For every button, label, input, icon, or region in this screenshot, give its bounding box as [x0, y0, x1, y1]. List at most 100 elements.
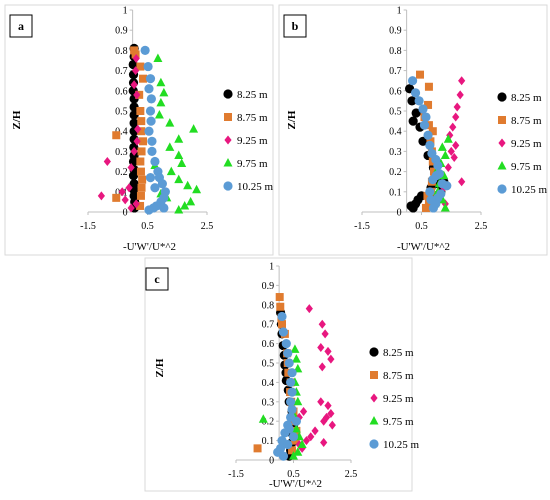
legend-marker	[223, 89, 233, 99]
series-10-25-m	[407, 76, 452, 213]
x-tick-label: 0.5	[287, 469, 300, 480]
panel-label-box	[9, 14, 33, 38]
chart-panel-a: a00.10.20.30.40.50.60.70.80.91-1.50.52.5…	[4, 4, 274, 256]
y-tick-label: 0.8	[389, 46, 402, 57]
data-point	[407, 76, 418, 86]
data-point	[283, 348, 293, 358]
data-point	[154, 110, 164, 119]
panel-label: c	[154, 272, 160, 286]
data-point	[144, 126, 154, 136]
panel-label: b	[292, 19, 299, 33]
legend-marker	[223, 158, 233, 167]
data-point	[452, 140, 460, 150]
legend-marker	[370, 393, 378, 403]
data-point	[127, 203, 135, 213]
data-point	[139, 137, 148, 146]
x-axis-label: -U'W'/U*^2	[397, 241, 450, 253]
legend-marker	[497, 161, 507, 170]
data-point	[437, 142, 447, 151]
data-point	[136, 157, 145, 166]
legend-label: 8.75 m	[511, 115, 542, 127]
y-tick-label: 0.7	[115, 66, 128, 77]
y-tick-label: 0.6	[389, 86, 402, 97]
legend-label: 9.75 m	[383, 416, 414, 428]
y-tick-label: 0.5	[389, 107, 402, 118]
data-point	[447, 146, 455, 156]
x-tick-label: -1.5	[80, 221, 96, 232]
y-tick-label: 0.1	[389, 187, 402, 198]
data-point	[284, 424, 294, 434]
data-point	[140, 45, 150, 56]
data-point	[287, 387, 297, 397]
data-point	[144, 84, 154, 94]
data-point	[132, 199, 140, 209]
legend-label: 8.25 m	[511, 92, 542, 104]
series-9-25-m	[97, 53, 142, 213]
y-axis-label: Z/H	[286, 110, 298, 129]
data-point	[145, 74, 156, 84]
data-point	[118, 187, 126, 197]
legend-label: 8.25 m	[383, 347, 414, 359]
data-point	[97, 191, 105, 201]
y-tick-label: 0.6	[262, 339, 275, 350]
legend-marker	[370, 371, 378, 379]
data-point	[426, 195, 436, 205]
data-point	[183, 180, 193, 190]
y-tick-label: 0.4	[115, 127, 128, 138]
x-tick-label: 0.5	[415, 221, 428, 232]
data-point	[133, 136, 141, 146]
data-point	[327, 354, 335, 364]
series-10-25-m	[273, 311, 301, 461]
data-point	[147, 136, 157, 146]
data-point	[408, 116, 418, 126]
data-point	[433, 160, 443, 171]
data-point	[133, 90, 141, 100]
data-point	[132, 66, 140, 76]
y-axis-label: Z/H	[154, 358, 166, 377]
data-point	[297, 439, 307, 448]
data-point	[278, 451, 289, 461]
data-point	[153, 53, 163, 62]
data-point	[253, 444, 262, 453]
data-point	[156, 97, 166, 107]
data-point	[132, 53, 140, 63]
data-point	[150, 183, 160, 193]
data-point	[449, 122, 457, 132]
data-point	[177, 158, 187, 168]
y-tick-label: 0	[123, 208, 128, 219]
data-point	[291, 423, 301, 433]
panel-label-box	[283, 14, 307, 38]
data-point	[159, 87, 169, 97]
legend-label: 10.25 m	[383, 439, 420, 451]
data-point	[287, 368, 297, 378]
legend-marker	[497, 92, 507, 102]
legend-label: 9.25 m	[383, 393, 414, 405]
legend-label: 8.75 m	[383, 370, 414, 382]
data-point	[287, 404, 297, 415]
data-point	[174, 174, 184, 184]
chart-panel-c: c 0 0.1 0.2 0.3 0.4 0.5 0.6 0.7 0.8 0.9 1 -1.5 0.5 2.5…	[144, 257, 420, 492]
data-point	[406, 201, 416, 211]
y-tick-label: 0.9	[389, 26, 402, 37]
legend-label: 9.25 m	[511, 138, 542, 150]
data-point	[146, 94, 156, 104]
data-point	[278, 327, 289, 337]
data-point	[125, 183, 133, 193]
data-point	[276, 302, 285, 311]
x-tick-label: 2.5	[345, 469, 358, 480]
data-point	[311, 426, 319, 436]
panel-label-box	[145, 267, 169, 291]
data-point	[136, 107, 145, 115]
y-tick-label: 1	[397, 6, 402, 17]
legend: 8.25 m 8.75 m 9.25 m 9.75 m 10.25 m	[223, 89, 274, 193]
data-point	[275, 293, 284, 302]
x-tick-label: -1.5	[354, 221, 370, 232]
data-point	[136, 62, 145, 71]
data-point	[278, 320, 286, 329]
data-point	[136, 167, 145, 176]
data-point	[302, 436, 311, 446]
data-point	[127, 163, 135, 173]
y-tick-label: 0.2	[389, 167, 402, 178]
data-point	[147, 146, 157, 156]
